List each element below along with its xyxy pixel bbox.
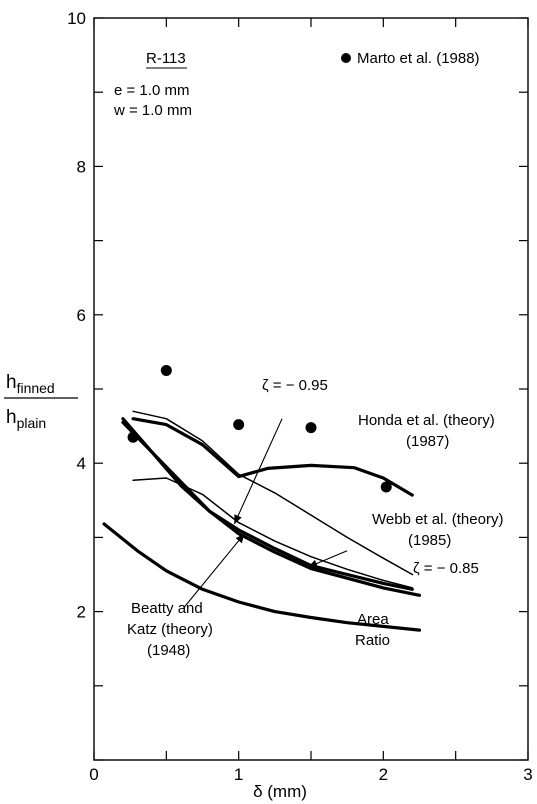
annotation-arrows: [183, 418, 348, 609]
legend-marker: [341, 53, 351, 63]
axis-ticks: [93, 17, 529, 761]
series-line-honda_thin: [132, 410, 414, 576]
zeta-095-label: ζ = − 0.95: [262, 377, 328, 394]
area-label-2: Ratio: [355, 632, 390, 649]
fluid-label: R-113: [146, 50, 186, 67]
y-label-top-main: h: [6, 372, 17, 393]
series-line-area_ratio: [102, 522, 422, 632]
beatty-arrow-line: [183, 533, 245, 609]
beatty-label-2: Katz (theory): [127, 621, 213, 638]
w-param-label: w = 1.0 mm: [113, 102, 192, 119]
y-tick-label: 6: [77, 306, 86, 325]
x-tick-label: 1: [234, 765, 243, 784]
y-tick-label: 4: [77, 454, 86, 473]
y-tick-label: 2: [77, 603, 86, 622]
area-label-1: Area: [357, 611, 389, 628]
series-line-beatty_katz: [121, 420, 422, 597]
marto-data-point: [380, 481, 392, 493]
y-tick-label: 8: [77, 157, 86, 176]
series-lines: [102, 410, 422, 632]
zeta-095-arrow-line: [233, 418, 283, 525]
zeta-085-label: ζ = − 0.85: [413, 560, 479, 577]
axis-tick-labels: 2 4 6 8 10 0 1 2 3: [67, 9, 533, 784]
marto-data-point: [305, 422, 317, 434]
y-label-top-sub: finned: [17, 380, 55, 396]
marto-data-point: [127, 431, 139, 443]
webb-label-1: Webb et al. (theory): [372, 511, 503, 528]
beatty-label-1: Beatty and: [131, 600, 203, 617]
y-axis-label-numerator: hfinned: [6, 372, 55, 396]
x-tick-label: 3: [523, 765, 532, 784]
marto-data-point: [233, 419, 245, 431]
marto-data-point: [160, 364, 172, 376]
x-axis-label: δ (mm): [253, 782, 307, 801]
zeta-095-arrow-head: [234, 514, 242, 525]
series-line-honda: [131, 417, 414, 497]
y-tick-label: 10: [67, 9, 86, 28]
y-label-bottom-main: h: [6, 407, 17, 428]
x-tick-label: 0: [89, 765, 98, 784]
beatty-arrow-head: [235, 533, 245, 544]
y-label-bottom-sub: plain: [17, 415, 47, 431]
webb-arrow-head: [308, 559, 318, 568]
legend-marto-label: Marto et al. (1988): [357, 50, 480, 67]
series-line-webb_095: [121, 417, 414, 591]
x-tick-label: 2: [379, 765, 388, 784]
webb-label-2: (1985): [408, 532, 451, 549]
honda-label-1: Honda et al. (theory): [358, 412, 495, 429]
beatty-label-3: (1948): [147, 642, 190, 659]
scatter-points: [127, 364, 392, 493]
honda-label-2: (1987): [406, 433, 449, 450]
y-axis-label-denominator: hplain: [6, 407, 46, 431]
e-param-label: e = 1.0 mm: [114, 82, 189, 99]
series-line-webb_085: [132, 477, 414, 589]
